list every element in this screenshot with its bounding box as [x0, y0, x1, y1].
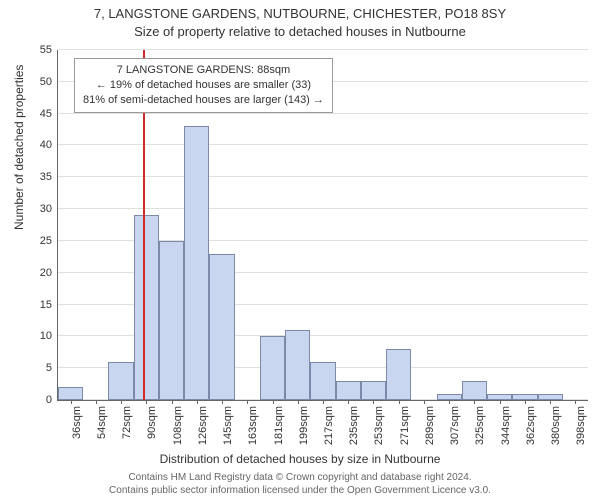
- annotation-box: 7 LANGSTONE GARDENS: 88sqm ← 19% of deta…: [74, 58, 333, 113]
- y-tick-label: 10: [40, 330, 58, 342]
- y-axis-label: Number of detached properties: [12, 65, 26, 230]
- histogram-bar: [336, 381, 361, 400]
- x-tick-mark: [323, 400, 324, 404]
- histogram-bar: [209, 254, 234, 400]
- x-tick-mark: [298, 400, 299, 404]
- gridline: [58, 208, 588, 209]
- annotation-line-3: 81% of semi-detached houses are larger (…: [83, 93, 324, 108]
- y-tick-label: 25: [40, 235, 58, 247]
- x-tick-mark: [373, 400, 374, 404]
- chart-title-address: 7, LANGSTONE GARDENS, NUTBOURNE, CHICHES…: [0, 6, 600, 21]
- x-tick-label: 163sqm: [247, 406, 259, 445]
- x-tick-label: 271sqm: [399, 406, 411, 445]
- x-tick-mark: [449, 400, 450, 404]
- gridline: [58, 113, 588, 114]
- x-tick-label: 398sqm: [575, 406, 587, 445]
- x-tick-mark: [121, 400, 122, 404]
- histogram-bar: [462, 381, 487, 400]
- gridline: [58, 49, 588, 50]
- chart-container: 7, LANGSTONE GARDENS, NUTBOURNE, CHICHES…: [0, 0, 600, 500]
- y-tick-label: 20: [40, 267, 58, 279]
- y-tick-label: 15: [40, 299, 58, 311]
- annotation-line-1: 7 LANGSTONE GARDENS: 88sqm: [83, 63, 324, 78]
- x-tick-label: 235sqm: [348, 406, 360, 445]
- plot-area: 051015202530354045505536sqm54sqm72sqm90s…: [57, 50, 588, 401]
- x-tick-mark: [575, 400, 576, 404]
- gridline: [58, 176, 588, 177]
- annotation-line-2: ← 19% of detached houses are smaller (33…: [83, 78, 324, 93]
- histogram-bar: [58, 387, 83, 400]
- x-tick-label: 181sqm: [273, 406, 285, 445]
- y-tick-label: 35: [40, 171, 58, 183]
- y-tick-label: 40: [40, 139, 58, 151]
- x-tick-label: 344sqm: [500, 406, 512, 445]
- x-tick-mark: [96, 400, 97, 404]
- x-tick-label: 199sqm: [298, 406, 310, 445]
- x-tick-mark: [474, 400, 475, 404]
- histogram-bar: [285, 330, 310, 400]
- x-tick-label: 108sqm: [172, 406, 184, 445]
- x-tick-mark: [525, 400, 526, 404]
- gridline: [58, 144, 588, 145]
- x-tick-label: 90sqm: [146, 406, 158, 439]
- footer-line-2: Contains public sector information licen…: [0, 485, 600, 496]
- y-tick-label: 45: [40, 108, 58, 120]
- histogram-bar: [310, 362, 335, 400]
- y-tick-label: 5: [46, 362, 58, 374]
- x-tick-mark: [222, 400, 223, 404]
- x-tick-mark: [172, 400, 173, 404]
- x-tick-mark: [197, 400, 198, 404]
- x-tick-mark: [71, 400, 72, 404]
- x-axis-label: Distribution of detached houses by size …: [0, 452, 600, 466]
- x-tick-label: 54sqm: [96, 406, 108, 439]
- x-tick-label: 72sqm: [121, 406, 133, 439]
- x-tick-mark: [348, 400, 349, 404]
- y-tick-label: 0: [46, 394, 58, 406]
- x-tick-label: 380sqm: [550, 406, 562, 445]
- x-tick-label: 325sqm: [474, 406, 486, 445]
- histogram-bar: [159, 241, 184, 400]
- x-tick-mark: [424, 400, 425, 404]
- y-tick-label: 55: [40, 44, 58, 56]
- x-tick-label: 36sqm: [71, 406, 83, 439]
- histogram-bar: [184, 126, 209, 400]
- x-tick-label: 289sqm: [424, 406, 436, 445]
- x-tick-mark: [399, 400, 400, 404]
- x-tick-label: 362sqm: [525, 406, 537, 445]
- x-tick-mark: [500, 400, 501, 404]
- x-tick-label: 253sqm: [373, 406, 385, 445]
- histogram-bar: [260, 336, 285, 400]
- y-tick-label: 50: [40, 76, 58, 88]
- histogram-bar: [108, 362, 133, 400]
- x-tick-label: 307sqm: [449, 406, 461, 445]
- x-tick-mark: [550, 400, 551, 404]
- x-tick-mark: [146, 400, 147, 404]
- x-tick-mark: [273, 400, 274, 404]
- x-tick-label: 217sqm: [323, 406, 335, 445]
- histogram-bar: [361, 381, 386, 400]
- chart-subtitle: Size of property relative to detached ho…: [0, 24, 600, 39]
- x-tick-label: 126sqm: [197, 406, 209, 445]
- y-tick-label: 30: [40, 203, 58, 215]
- x-tick-label: 145sqm: [222, 406, 234, 445]
- x-tick-mark: [247, 400, 248, 404]
- histogram-bar: [386, 349, 411, 400]
- histogram-bar: [134, 215, 159, 400]
- footer-line-1: Contains HM Land Registry data © Crown c…: [0, 472, 600, 483]
